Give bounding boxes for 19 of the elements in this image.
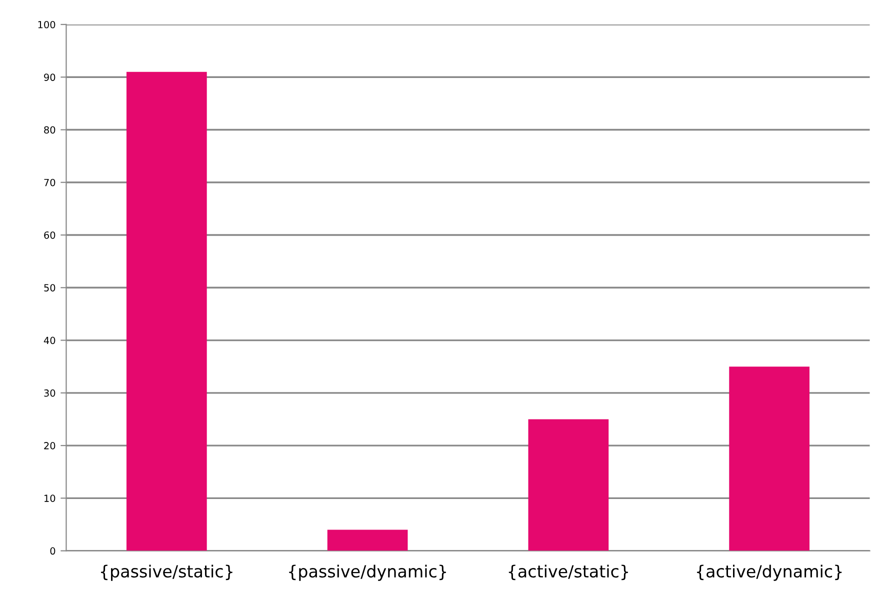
x-tick-label: {active/static} bbox=[508, 564, 628, 580]
x-tick-label: {passive/static} bbox=[101, 564, 232, 581]
y-tick-label: 100 bbox=[38, 20, 56, 28]
x-tick-label: {active/dynamic} bbox=[697, 564, 842, 581]
y-tick-label: 70 bbox=[44, 178, 56, 186]
y-tick-label: 80 bbox=[44, 126, 56, 134]
y-tick-label: 20 bbox=[44, 442, 56, 450]
y-tick-label: 0 bbox=[50, 547, 56, 555]
bar bbox=[729, 366, 810, 551]
bar bbox=[327, 530, 408, 551]
y-tick-label: 10 bbox=[44, 494, 56, 502]
y-tick-label: 60 bbox=[44, 231, 56, 239]
bar bbox=[126, 72, 207, 551]
x-tick-label: {passive/dynamic} bbox=[289, 564, 446, 581]
y-tick-label: 40 bbox=[44, 336, 56, 344]
y-tick-label: 90 bbox=[44, 74, 56, 81]
bar bbox=[528, 419, 609, 551]
y-tick-label: 30 bbox=[44, 389, 56, 397]
y-tick-label: 50 bbox=[44, 284, 56, 292]
